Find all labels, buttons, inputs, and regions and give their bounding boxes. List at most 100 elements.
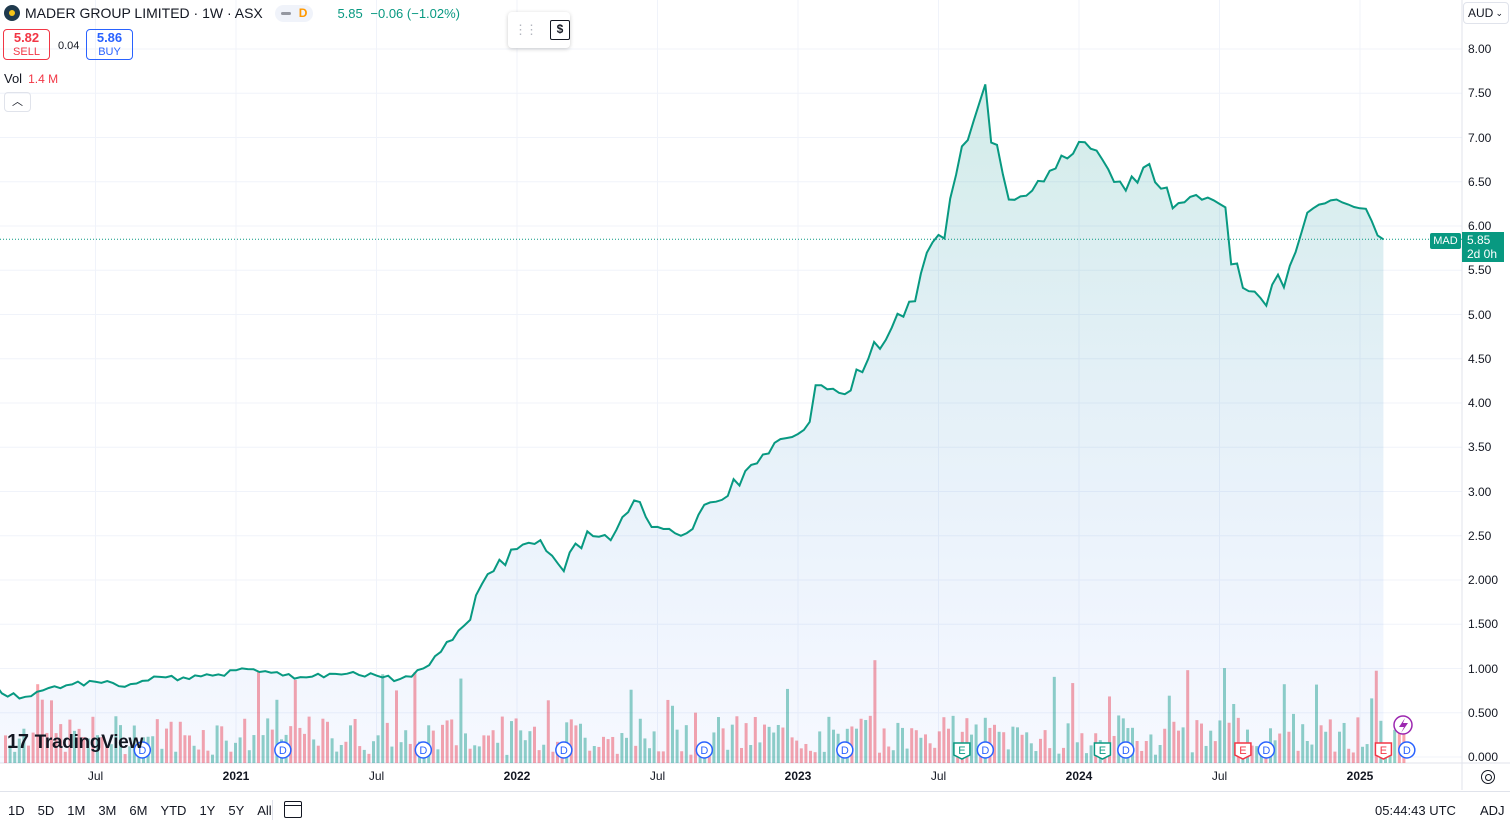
price-tick-label: 3.00 — [1468, 484, 1492, 499]
last-price-tag: 5.85 2d 0h — [1462, 232, 1504, 262]
volume-bar — [1393, 729, 1397, 763]
earnings-marker[interactable]: E — [953, 742, 971, 760]
dividend-marker[interactable]: D — [695, 741, 714, 759]
lightning-icon[interactable] — [1393, 715, 1413, 735]
earnings-marker[interactable]: E — [1093, 742, 1112, 760]
tradingview-name: TradingView — [34, 731, 144, 753]
time-tick-label: Jul — [1211, 769, 1228, 783]
range-button-5y[interactable]: 5Y — [228, 803, 245, 818]
symbol-logo-icon — [4, 5, 20, 21]
svg-text:E: E — [1239, 745, 1246, 757]
dividend-marker[interactable]: D — [414, 741, 433, 759]
time-tick-label: Jul — [649, 769, 666, 783]
price-readout: 5.85 −0.06 (−1.02%) — [337, 6, 460, 21]
countdown-value: 2d 0h — [1467, 247, 1498, 261]
price-tick-label: 0.000 — [1468, 750, 1499, 764]
tradingview-logo[interactable]: 17 TradingView — [7, 731, 143, 754]
buy-label: BUY — [98, 46, 121, 58]
time-tick-label: 2024 — [1065, 769, 1093, 783]
tradingview-mark-icon: 17 — [7, 731, 29, 753]
price-tick-label: 1.500 — [1468, 617, 1499, 632]
currency-select[interactable]: AUD ⌄ — [1463, 2, 1509, 24]
dividend-marker[interactable]: D — [1398, 741, 1416, 759]
calendar-goto-icon[interactable] — [284, 801, 302, 818]
symbol-title[interactable]: MADER GROUP LIMITED · 1W · ASX — [25, 5, 263, 21]
price-tick-label: 6.50 — [1468, 174, 1492, 189]
range-button-ytd[interactable]: YTD — [160, 803, 187, 818]
minus-icon — [280, 11, 291, 15]
currency-value: AUD — [1468, 6, 1494, 20]
sell-button[interactable]: 5.82 SELL — [3, 29, 50, 60]
range-button-all[interactable]: All — [257, 803, 272, 818]
volume-label: Vol — [4, 71, 23, 86]
range-button-3m[interactable]: 3M — [98, 803, 117, 818]
sell-label: SELL — [13, 46, 40, 58]
symbol-price-tag: MAD — [1430, 233, 1461, 249]
dividend-marker[interactable]: D — [555, 741, 573, 759]
range-button-6m[interactable]: 6M — [129, 803, 148, 818]
bottom-toolbar: 1D 5D 1M 3M 6M YTD 1Y 5Y All 05:44:43 UTC ADJ — [0, 791, 1510, 827]
time-tick-label: 2025 — [1346, 769, 1374, 783]
floating-toolbar[interactable]: ⋮⋮ $ — [508, 12, 570, 48]
price-tick-label: 0.500 — [1468, 705, 1499, 720]
price-tick-label: 4.50 — [1468, 351, 1492, 366]
market-status-label: D — [298, 6, 308, 20]
price-chart[interactable]: D D D D D D D E D E D E D E D — [0, 0, 1510, 790]
chevron-down-icon: ⌄ — [1495, 8, 1503, 18]
volume-legend[interactable]: Vol 1.4 M — [4, 71, 58, 86]
market-status-pill[interactable]: D — [274, 4, 314, 22]
price-tick-label: 7.00 — [1468, 130, 1492, 145]
svg-text:D: D — [700, 745, 708, 757]
price-tick-label: 3.50 — [1468, 440, 1492, 455]
dividend-marker[interactable]: D — [976, 741, 995, 759]
dividend-marker[interactable]: D — [133, 741, 152, 759]
last-price-tag-value: 5.85 — [1467, 233, 1491, 247]
dividend-marker[interactable]: D — [274, 741, 292, 759]
price-line[interactable] — [0, 84, 1384, 700]
spread-value: 0.04 — [58, 40, 80, 52]
volume-value: 1.4 M — [28, 72, 59, 86]
price-tick-label: 6.00 — [1468, 219, 1492, 233]
time-tick-label: 2023 — [784, 769, 812, 783]
range-button-5d[interactable]: 5D — [37, 803, 55, 818]
price-tick-label: 2.50 — [1468, 528, 1492, 543]
symbol-header: MADER GROUP LIMITED · 1W · ASX D 5.85 −0… — [4, 3, 460, 23]
range-button-1d[interactable]: 1D — [8, 803, 25, 818]
svg-text:E: E — [1380, 745, 1387, 757]
dividend-marker[interactable]: D — [1257, 741, 1276, 759]
price-tick-label: 7.50 — [1468, 86, 1492, 101]
buy-button[interactable]: 5.86 BUY — [86, 29, 133, 60]
price-tick-label: 4.00 — [1468, 396, 1492, 410]
range-button-1m[interactable]: 1M — [67, 803, 86, 818]
svg-text:D: D — [560, 745, 568, 757]
settings-icon[interactable] — [1481, 770, 1495, 784]
price-tick-label: 1.000 — [1468, 661, 1499, 676]
chevron-up-icon[interactable]: ︿ — [4, 92, 31, 112]
divider — [272, 800, 273, 820]
dollar-sign-icon[interactable]: $ — [550, 20, 570, 40]
dividend-marker[interactable]: D — [836, 741, 854, 759]
clock[interactable]: 05:44:43 UTC — [1375, 803, 1456, 818]
price-area-fill — [0, 84, 1384, 763]
price-tick-label: 5.50 — [1468, 263, 1492, 278]
svg-text:D: D — [138, 745, 146, 757]
sell-price: 5.82 — [13, 30, 40, 45]
svg-text:D: D — [1122, 745, 1130, 757]
time-tick-label: Jul — [87, 769, 104, 783]
time-tick-label: Jul — [930, 769, 947, 783]
svg-text:D: D — [841, 745, 849, 757]
dividend-marker[interactable]: D — [1117, 741, 1135, 759]
earnings-marker[interactable]: E — [1234, 742, 1252, 760]
range-button-1y[interactable]: 1Y — [199, 803, 216, 818]
svg-text:D: D — [279, 745, 287, 757]
svg-text:E: E — [1099, 745, 1106, 757]
svg-text:D: D — [419, 745, 427, 757]
range-selector: 1D 5D 1M 3M 6M YTD 1Y 5Y All — [8, 803, 285, 818]
adj-toggle[interactable]: ADJ — [1480, 803, 1505, 818]
drag-handle-icon[interactable]: ⋮⋮ — [514, 22, 538, 37]
time-tick-label: 2021 — [222, 769, 250, 783]
price-change: −0.06 (−1.02%) — [370, 5, 461, 21]
price-tick-label: 8.00 — [1468, 42, 1492, 56]
earnings-marker[interactable]: E — [1374, 742, 1393, 760]
time-tick-label: Jul — [368, 769, 385, 783]
